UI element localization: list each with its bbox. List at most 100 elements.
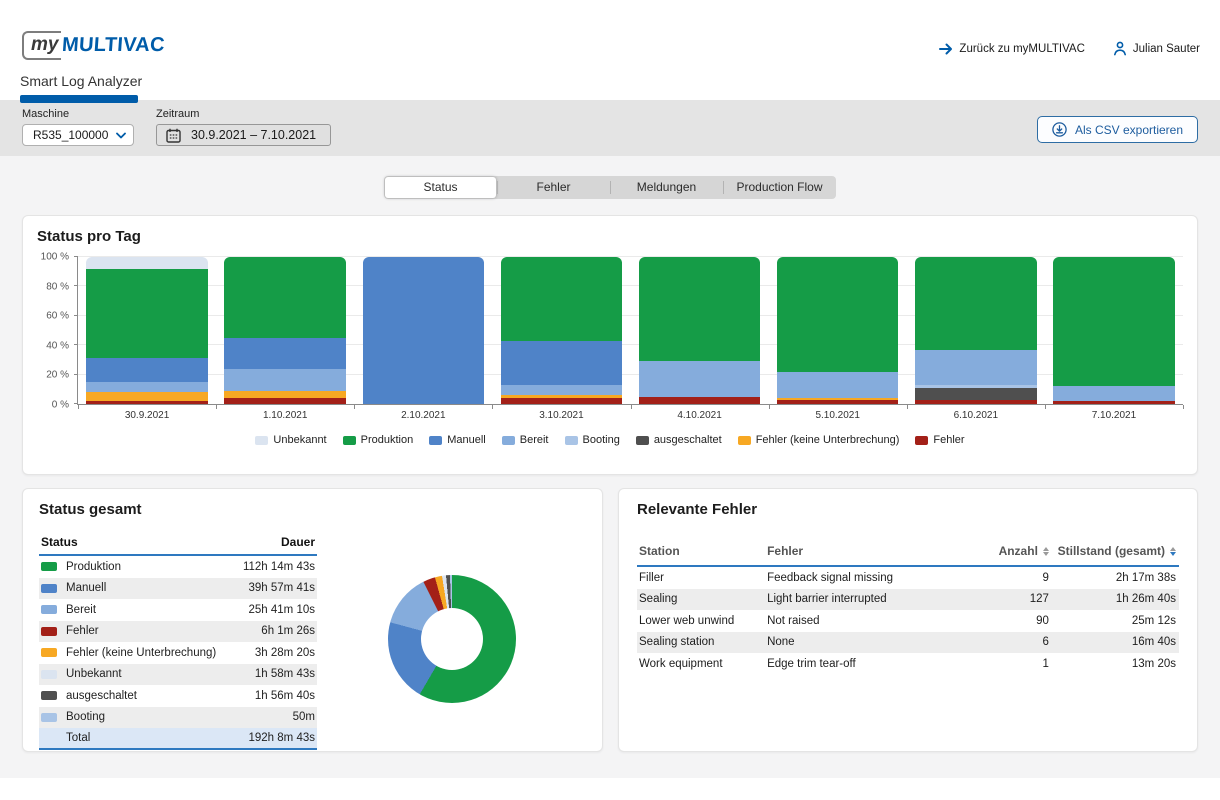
bar-segment-Fehler[interactable] bbox=[86, 401, 208, 404]
x-tick-mark bbox=[354, 405, 355, 409]
bar-segment-Fehler[interactable] bbox=[1053, 401, 1175, 404]
bar-segment-Bereit[interactable] bbox=[501, 385, 623, 395]
bar-segment-Produktion[interactable] bbox=[1053, 257, 1175, 386]
bar-segment-Manuell[interactable] bbox=[86, 358, 208, 382]
bar-segment-Fehler[interactable] bbox=[915, 400, 1037, 404]
count-cell: 9 bbox=[968, 572, 1049, 584]
x-tick-label: 5.10.2021 bbox=[769, 410, 907, 421]
chart-legend: Unbekannt Produktion Manuell Bereit Booting a… bbox=[37, 434, 1183, 446]
tab-meldungen[interactable]: Meldungen bbox=[611, 177, 722, 198]
legend-label: Booting bbox=[583, 434, 620, 446]
chart-title: Status pro Tag bbox=[37, 228, 1183, 245]
error-cell: None bbox=[767, 636, 968, 648]
back-to-mymultivac-link[interactable]: Zurück zu myMULTIVAC bbox=[939, 43, 1084, 55]
bar-segment-Produktion[interactable] bbox=[501, 257, 623, 341]
stacked-bar-1.10.2021[interactable] bbox=[224, 257, 346, 404]
bar-segment-Unbekannt[interactable] bbox=[86, 257, 208, 269]
stacked-bar-4.10.2021[interactable] bbox=[639, 257, 761, 404]
bar-segment-Bereit[interactable] bbox=[224, 369, 346, 391]
donut-hole bbox=[421, 608, 483, 670]
user-menu[interactable]: Julian Sauter bbox=[1113, 41, 1200, 56]
stacked-bar-6.10.2021[interactable] bbox=[915, 257, 1037, 404]
bar-segment-Bereit[interactable] bbox=[915, 350, 1037, 385]
error-cell: Feedback signal missing bbox=[767, 572, 968, 584]
legend-label: Produktion bbox=[361, 434, 414, 446]
bar-segment-Produktion[interactable] bbox=[639, 257, 761, 361]
bar-segment-Fehler[interactable] bbox=[224, 398, 346, 404]
status-row: Booting50m bbox=[39, 707, 317, 729]
bar-segment-Bereit[interactable] bbox=[86, 382, 208, 392]
status-swatch bbox=[41, 648, 57, 657]
bar-segment-Fehler (keine Unterbrechung)[interactable] bbox=[224, 391, 346, 398]
bar-segment-Manuell[interactable] bbox=[363, 257, 485, 404]
status-name: Fehler bbox=[66, 625, 99, 637]
arrow-right-icon bbox=[939, 43, 953, 55]
stacked-bar-7.10.2021[interactable] bbox=[1053, 257, 1175, 404]
stacked-bar-5.10.2021[interactable] bbox=[777, 257, 899, 404]
swatch-placeholder bbox=[41, 733, 57, 742]
status-name: Unbekannt bbox=[66, 668, 122, 680]
bar-plot bbox=[77, 257, 1183, 405]
y-axis-labels: 0 %20 %40 %60 %80 %100 % bbox=[37, 257, 77, 405]
legend-swatch bbox=[738, 436, 751, 445]
column-header-stillstand-gesamt-[interactable]: Stillstand (gesamt) bbox=[1049, 544, 1179, 558]
bar-segment-Produktion[interactable] bbox=[915, 257, 1037, 350]
legend-item[interactable]: Manuell bbox=[429, 434, 486, 446]
bar-segment-Manuell[interactable] bbox=[224, 338, 346, 369]
stacked-bar-30.9.2021[interactable] bbox=[86, 257, 208, 404]
legend-item[interactable]: Unbekannt bbox=[255, 434, 326, 446]
status-donut-chart[interactable] bbox=[388, 575, 516, 703]
bar-segment-Produktion[interactable] bbox=[777, 257, 899, 372]
status-duration: 112h 14m 43s bbox=[243, 561, 315, 573]
bar-segment-Bereit[interactable] bbox=[639, 361, 761, 396]
chevron-down-icon bbox=[116, 132, 126, 139]
count-cell: 90 bbox=[968, 615, 1049, 627]
status-swatch bbox=[41, 562, 57, 571]
bar-segment-Produktion[interactable] bbox=[86, 269, 208, 359]
app-tab-smart-log-analyzer[interactable]: Smart Log Analyzer bbox=[20, 73, 142, 89]
station-cell: Work equipment bbox=[637, 658, 767, 670]
y-tick-label: 0 % bbox=[52, 400, 69, 411]
bar-segment-Manuell[interactable] bbox=[501, 341, 623, 385]
status-row: Bereit25h 41m 10s bbox=[39, 599, 317, 621]
legend-item[interactable]: Produktion bbox=[343, 434, 414, 446]
legend-item[interactable]: Bereit bbox=[502, 434, 549, 446]
legend-item[interactable]: ausgeschaltet bbox=[636, 434, 722, 446]
legend-item[interactable]: Fehler bbox=[915, 434, 964, 446]
stacked-bar-3.10.2021[interactable] bbox=[501, 257, 623, 404]
stacked-bar-2.10.2021[interactable] bbox=[363, 257, 485, 404]
period-date-range-picker[interactable]: 30.9.2021 – 7.10.2021 bbox=[156, 124, 331, 146]
legend-label: Fehler (keine Unterbrechung) bbox=[756, 434, 900, 446]
relevant-errors-rows: FillerFeedback signal missing92h 17m 38s… bbox=[637, 567, 1179, 675]
bar-segment-Fehler[interactable] bbox=[501, 398, 623, 404]
bar-segment-Bereit[interactable] bbox=[777, 372, 899, 398]
bar-segment-Fehler[interactable] bbox=[639, 397, 761, 404]
x-tick-label: 7.10.2021 bbox=[1045, 410, 1183, 421]
legend-swatch bbox=[636, 436, 649, 445]
export-csv-button[interactable]: Als CSV exportieren bbox=[1037, 116, 1198, 143]
status-duration: 39h 57m 41s bbox=[249, 582, 316, 594]
bar-segment-Produktion[interactable] bbox=[224, 257, 346, 338]
tab-fehler[interactable]: Fehler bbox=[498, 177, 609, 198]
machine-select[interactable]: R535_100000 bbox=[22, 124, 134, 146]
tab-status[interactable]: Status bbox=[385, 177, 496, 198]
status-swatch bbox=[41, 584, 57, 593]
legend-item[interactable]: Fehler (keine Unterbrechung) bbox=[738, 434, 900, 446]
status-total-row: Total192h 8m 43s bbox=[39, 728, 317, 750]
legend-item[interactable]: Booting bbox=[565, 434, 620, 446]
bar-segment-Fehler (keine Unterbrechung)[interactable] bbox=[86, 392, 208, 401]
main-content: StatusFehlerMeldungenProduction Flow Sta… bbox=[0, 156, 1220, 778]
bar-segment-Bereit[interactable] bbox=[1053, 386, 1175, 401]
count-cell: 6 bbox=[968, 636, 1049, 648]
column-header-anzahl[interactable]: Anzahl bbox=[968, 544, 1049, 558]
error-row: SealingLight barrier interrupted1271h 26… bbox=[637, 589, 1179, 611]
status-name: Manuell bbox=[66, 582, 106, 594]
bar-segment-Fehler[interactable] bbox=[777, 400, 899, 404]
downtime-cell: 25m 12s bbox=[1049, 615, 1179, 627]
tab-production-flow[interactable]: Production Flow bbox=[724, 177, 835, 198]
bar-slot-2.10.2021 bbox=[354, 257, 492, 404]
bar-slot-1.10.2021 bbox=[216, 257, 354, 404]
x-tick-label: 1.10.2021 bbox=[216, 410, 354, 421]
bar-segment-ausgeschaltet[interactable] bbox=[915, 388, 1037, 400]
error-cell: Light barrier interrupted bbox=[767, 593, 968, 605]
